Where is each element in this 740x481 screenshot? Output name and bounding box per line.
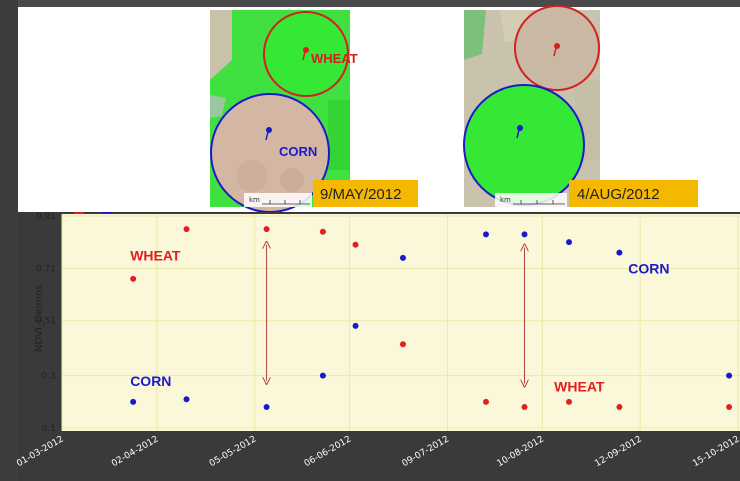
y-tick-label: 0.3 bbox=[42, 372, 56, 382]
ndvi-chart: 0.10.30.510.710.91 01-03-2012 02-04-2012 0… bbox=[15, 212, 740, 481]
corn-point bbox=[130, 398, 137, 405]
wheat-point bbox=[263, 226, 270, 233]
wheat-pin-icon bbox=[554, 43, 560, 49]
corn-pin-icon bbox=[266, 127, 272, 133]
wheat-pin-icon bbox=[303, 47, 309, 53]
grid bbox=[61, 214, 740, 431]
wheat-point bbox=[566, 398, 572, 405]
field-label-corn: CORN bbox=[279, 144, 317, 159]
date-label: 4/AUG/2012 bbox=[577, 186, 660, 203]
corn-point bbox=[183, 396, 190, 403]
y-tick-label: 0.1 bbox=[42, 424, 56, 434]
date-label: 9/MAY/2012 bbox=[320, 186, 401, 203]
y-tick-label: 0.71 bbox=[36, 264, 56, 274]
left-frame bbox=[0, 0, 18, 481]
date-badge bbox=[569, 180, 698, 207]
corn-point bbox=[263, 404, 270, 411]
wheat-point bbox=[726, 404, 733, 411]
date-badge bbox=[313, 180, 418, 207]
plot-area bbox=[62, 214, 740, 431]
legend-swatch-wheat bbox=[74, 212, 84, 214]
wheat-point bbox=[399, 341, 406, 348]
corn-point bbox=[726, 372, 733, 379]
annotation-label: WHEAT bbox=[554, 378, 605, 394]
corn-point bbox=[399, 254, 406, 261]
wheat-point bbox=[319, 228, 326, 235]
field-label-wheat: WHEAT bbox=[311, 51, 358, 66]
wheat-point bbox=[521, 404, 528, 411]
corn-point bbox=[521, 231, 528, 238]
satellite-image-may: WHEAT CORN km bbox=[210, 10, 358, 213]
y-axis-label: NDVI_Deimos bbox=[34, 285, 45, 353]
satellite-image-aug: km bbox=[463, 5, 600, 207]
corn-point bbox=[352, 322, 359, 329]
imagery-panel bbox=[18, 7, 740, 212]
corn-point bbox=[319, 372, 326, 379]
legend-swatch-corn bbox=[102, 212, 112, 214]
wheat-point bbox=[130, 275, 137, 282]
scale-bar-label: km bbox=[249, 196, 260, 204]
corn-pin-icon bbox=[517, 125, 523, 131]
annotation-label: WHEAT bbox=[130, 247, 181, 263]
annotations: WHEAT CORN WHEAT CORN bbox=[130, 247, 669, 394]
top-frame bbox=[0, 0, 740, 7]
wheat-field-outline bbox=[514, 5, 600, 91]
y-axis-ticks: 0.1 0.3 0.51 0.71 0.91 bbox=[36, 212, 56, 434]
corn-point bbox=[616, 249, 623, 256]
range-arrows bbox=[267, 245, 525, 384]
scale-bar-label: km bbox=[500, 196, 511, 204]
corn-point bbox=[482, 231, 489, 238]
y-tick-label: 0.91 bbox=[36, 212, 56, 222]
wheat-point bbox=[482, 398, 489, 405]
annotation-label: CORN bbox=[628, 261, 669, 277]
annotation-label: CORN bbox=[130, 373, 171, 389]
corn-point bbox=[566, 239, 572, 246]
y-tick-label: 0.51 bbox=[36, 317, 56, 327]
wheat-point bbox=[616, 404, 623, 411]
wheat-point bbox=[352, 241, 359, 248]
wheat-point bbox=[183, 226, 190, 233]
data-points bbox=[130, 226, 733, 411]
wheat-field-outline bbox=[263, 11, 349, 97]
